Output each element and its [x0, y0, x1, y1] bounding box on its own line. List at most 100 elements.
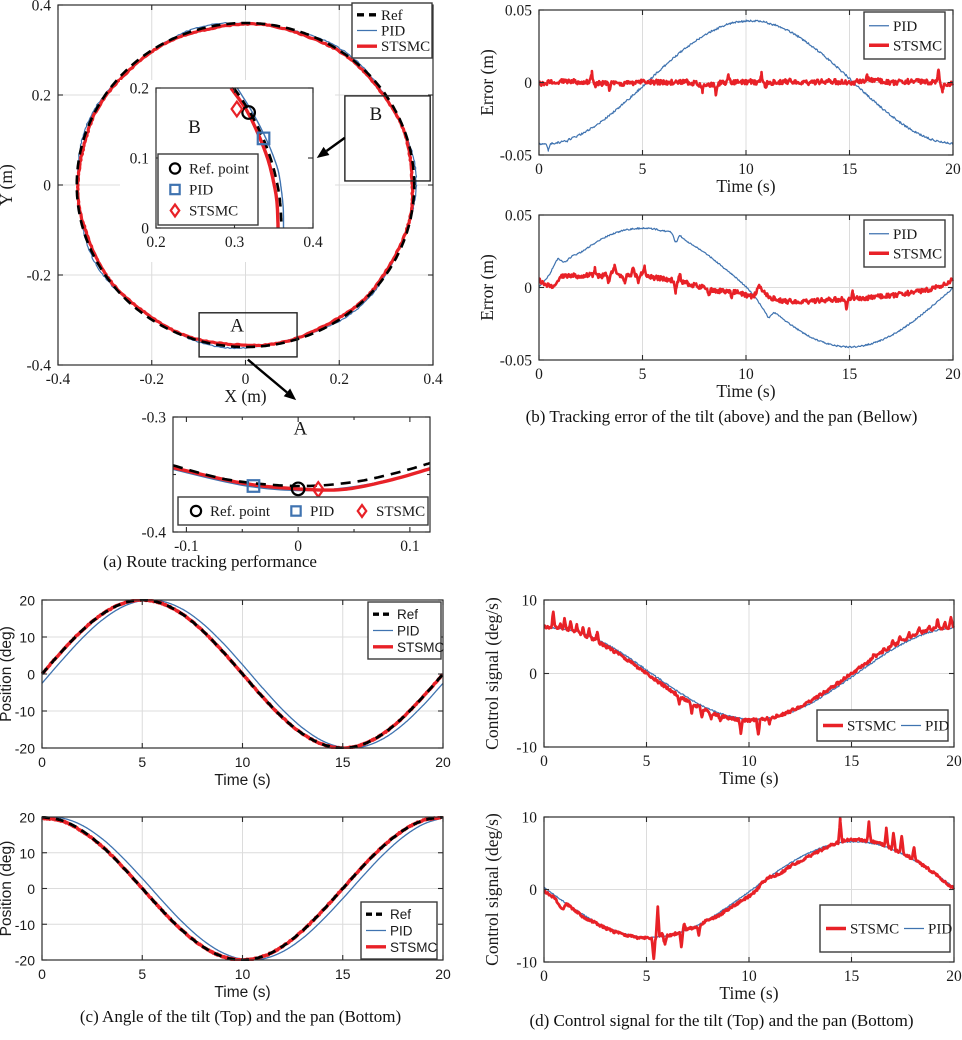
legend: STSMC PID [816, 709, 949, 742]
series-group [538, 227, 954, 349]
y-tick-label: 0.05 [505, 208, 532, 225]
series-stsmc [543, 610, 955, 736]
y-tick-label: 0 [27, 667, 35, 683]
legend-label: Ref [390, 907, 411, 922]
y-tick-label: -0.2 [26, 268, 51, 285]
annotations: A [294, 418, 308, 439]
legend: Ref. point PID STSMC [177, 496, 429, 526]
x-tick-label: 5 [138, 754, 146, 770]
legend-label: PID [928, 922, 952, 938]
x-tick-label: 5 [643, 753, 651, 770]
circle-marker [241, 105, 257, 120]
x-tick-label: 20 [945, 161, 961, 178]
legend-label: STSMC [893, 38, 942, 54]
series-group [75, 21, 418, 350]
y-tick-label: 0.1 [130, 151, 149, 168]
markers [230, 99, 271, 146]
x-tick-label: -0.2 [139, 371, 164, 388]
y-axis-label: Error (m) [477, 254, 497, 321]
x-tick-label: 0.4 [423, 371, 443, 388]
caption-b: (b) Tracking error of the tilt (above) a… [525, 407, 918, 426]
y-tick-label: 0.2 [130, 81, 149, 98]
series-group [41, 599, 444, 749]
x-tick-label: 10 [235, 966, 251, 982]
series-stsmc [543, 817, 955, 961]
region-label: A [294, 418, 308, 439]
square-marker [290, 505, 302, 517]
series-pid [41, 599, 444, 749]
x-tick-label: 10 [738, 366, 754, 383]
x-tick-label: 20 [435, 754, 451, 770]
y-tick-label: 0 [529, 666, 537, 683]
y-tick-label: 0 [141, 221, 149, 238]
y-tick-label: -0.3 [141, 410, 166, 427]
x-tick-label: 5 [639, 161, 647, 178]
x-tick-label: 5 [138, 966, 146, 982]
axes: -0.4-0.200.20.4-0.4-0.200.20.4X (m)Y (m) [0, 0, 443, 406]
y-tick-label: 0 [524, 75, 532, 92]
legend-label: STSMC [850, 922, 899, 938]
caption-c: (c) Angle of the tilt (Top) and the pan … [79, 1007, 402, 1026]
grid [539, 215, 953, 360]
legend-label: STSMC [847, 719, 896, 735]
x-axis-label: X (m) [224, 386, 266, 406]
x-tick-label: 0 [535, 366, 543, 383]
y-tick-label: 0.4 [32, 0, 52, 15]
y-tick-label: -0.4 [141, 525, 166, 542]
series-stsmc [538, 68, 954, 97]
legend-label: STSMC [390, 940, 438, 955]
x-tick-label: -0.1 [174, 538, 199, 555]
y-axis-label: Control signal (deg/s) [482, 813, 502, 966]
y-tick-label: -10 [516, 955, 537, 972]
circle-marker [290, 481, 306, 497]
series-group [172, 461, 431, 492]
zoom-region-rect [344, 95, 431, 182]
series-stsmc [229, 87, 280, 229]
square-marker [169, 183, 181, 196]
region-label: B [369, 104, 382, 125]
series-group [543, 610, 955, 736]
diamond-marker [356, 503, 368, 519]
y-tick-label: -0.05 [500, 353, 533, 370]
x-axis-label: Time (s) [719, 983, 778, 1003]
region-label: A [230, 316, 244, 337]
y-tick-label: 0 [43, 178, 51, 195]
y-tick-label: 10 [19, 630, 35, 646]
legend-label: STSMC [189, 204, 238, 220]
y-tick-label: -0.05 [500, 148, 533, 165]
x-tick-label: 0 [540, 968, 548, 985]
x-tick-label: 0 [294, 538, 302, 555]
diamond-marker [169, 202, 181, 219]
series-stsmc [538, 263, 954, 311]
circle-marker [168, 162, 182, 175]
annotation-overlay: BA [198, 95, 431, 401]
axes: 0.2 0.3 0.4 0 0.1 0.2 [130, 81, 323, 252]
zoom-region-rect [198, 312, 298, 358]
annotations: B [188, 117, 201, 138]
x-tick-label: 20 [435, 966, 451, 982]
chart-inset-a: -0.1 0 0.1 -0.4 -0.3 A Ref. point PID STSMC [100, 408, 455, 580]
series-ref [75, 21, 416, 349]
legend-label: Ref. point [210, 504, 271, 520]
x-axis-label: Time (s) [716, 176, 775, 196]
y-tick-label: -20 [15, 953, 35, 969]
x-tick-label: 15 [335, 754, 351, 770]
legend-label: Ref. point [189, 162, 250, 178]
x-tick-label: 0 [38, 966, 46, 982]
chart-pan-angle: 0 5 10 15 20 -20 -10 0 10 20 Time (s) Position (deg… [0, 810, 451, 1002]
x-tick-label: -0.4 [46, 371, 71, 388]
x-tick-label: 20 [946, 753, 962, 770]
y-tick-label: 0 [27, 881, 35, 897]
series-pid [538, 19, 954, 152]
legend: STSMC PID [819, 904, 952, 953]
x-tick-label: 10 [738, 161, 754, 178]
legend-label: PID [893, 227, 917, 243]
series-pid [236, 87, 285, 229]
y-tick-label: 0 [524, 280, 532, 297]
legend: Ref. point PID STSMC [157, 153, 259, 226]
